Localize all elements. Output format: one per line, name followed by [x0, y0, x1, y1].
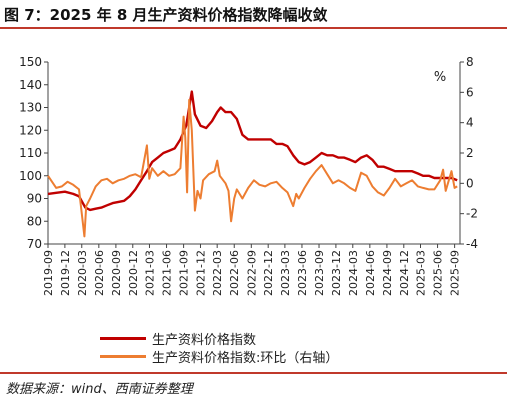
- legend-item-main: 生产资料价格指数: [100, 329, 257, 348]
- right-tick-label: 8: [466, 55, 474, 69]
- right-tick-label: 0: [466, 176, 474, 190]
- x-tick-label: 2023-09: [313, 250, 326, 296]
- x-tick-label: 2021-12: [194, 250, 207, 296]
- source-note: 数据来源：wind、西南证券整理: [6, 382, 193, 397]
- right-axis-unit-label: %: [434, 70, 446, 85]
- legend-swatch-mom: [100, 354, 146, 358]
- x-tick-label: 2021-06: [161, 250, 174, 296]
- x-tick-label: 2020-09: [110, 250, 123, 296]
- x-tick-label: 2022-12: [262, 250, 275, 296]
- source-rule: [0, 372, 507, 374]
- legend-label-main: 生产资料价格指数: [152, 332, 257, 348]
- x-tick-label: 2020-03: [76, 250, 89, 296]
- series-line-mom: [47, 98, 458, 238]
- legend-swatch-main: [100, 336, 146, 340]
- left-tick-label: 70: [27, 237, 42, 251]
- left-tick-label: 80: [27, 214, 42, 228]
- chart-svg: 70 80 90 100 110 120 130 140 150 -4 -2 0 2 4 6 8% 2019-0…: [19, 55, 478, 296]
- left-tick-label: 130: [19, 101, 42, 115]
- legend-label-mom: 生产资料价格指数:环比（右轴）: [152, 350, 339, 366]
- x-tick-label: 2019-12: [59, 250, 72, 296]
- left-tick-label: 120: [19, 123, 42, 137]
- legend-item-mom: 生产资料价格指数:环比（右轴）: [100, 347, 339, 366]
- x-tick-label: 2024-06: [364, 250, 377, 296]
- right-tick-label: -2: [466, 207, 478, 221]
- x-tick-label: 2022-03: [211, 250, 224, 296]
- left-tick-label: 140: [19, 78, 42, 92]
- x-tick-label: 2021-09: [178, 250, 191, 296]
- x-tick-label: 2022-06: [228, 250, 241, 296]
- x-tick-label: 2024-03: [347, 250, 360, 296]
- right-tick-label: 4: [466, 116, 474, 130]
- x-tick-label: 2025-09: [449, 250, 462, 296]
- x-tick-label: 2020-06: [93, 250, 106, 296]
- x-tick-label: 2019-09: [42, 250, 55, 296]
- figure-title: 图 7：2025 年 8 月生产资料价格指数降幅收敛: [4, 6, 328, 24]
- x-tick-label: 2023-06: [296, 250, 309, 296]
- left-tick-label: 100: [19, 169, 42, 183]
- x-tick-label: 2025-06: [432, 250, 445, 296]
- x-tick-label: 2023-03: [279, 250, 292, 296]
- x-tick-label: 2025-03: [414, 250, 427, 296]
- x-tick-label: 2021-03: [143, 250, 156, 296]
- x-tick-label: 2022-09: [245, 250, 258, 296]
- x-tick-label: 2023-12: [330, 250, 343, 296]
- title-underline: [0, 27, 507, 29]
- x-tick-label: 2024-09: [381, 250, 394, 296]
- left-tick-label: 110: [19, 146, 42, 160]
- left-tick-label: 90: [27, 192, 42, 206]
- x-tick-label: 2020-12: [127, 250, 140, 296]
- right-tick-label: 6: [466, 85, 474, 99]
- series-line-main: [47, 90, 458, 212]
- right-tick-label: -4: [466, 237, 478, 251]
- right-tick-label: 2: [466, 146, 474, 160]
- x-tick-label: 2024-12: [398, 250, 411, 296]
- left-tick-label: 150: [19, 55, 42, 69]
